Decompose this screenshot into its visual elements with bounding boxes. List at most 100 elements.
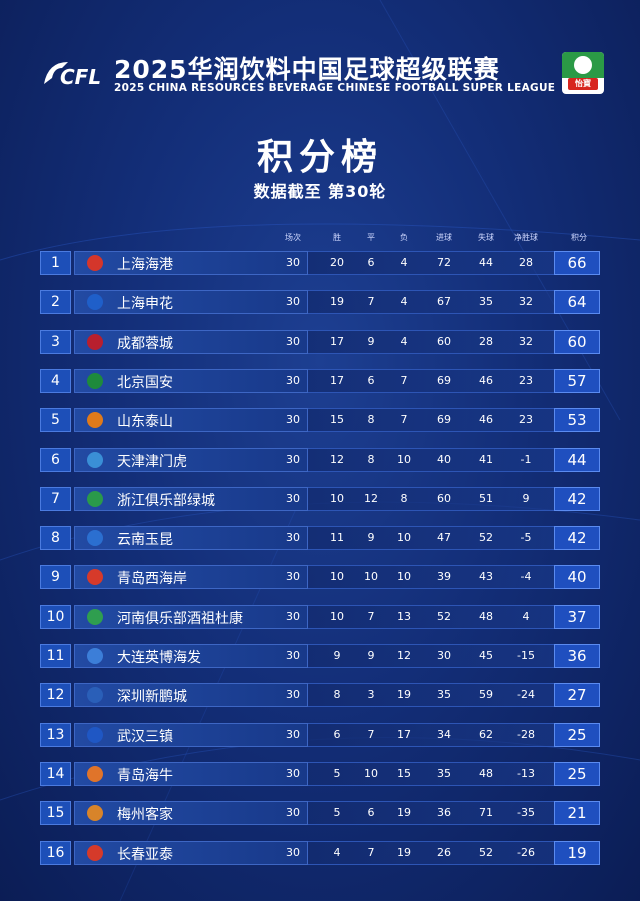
stats-bar	[268, 368, 558, 393]
stat-played: 30	[286, 570, 300, 584]
points-cell: 60	[554, 329, 600, 354]
stat-goals-against: 52	[479, 531, 493, 545]
rank-cell: 9	[40, 565, 71, 590]
team-cell: 北京国安	[74, 368, 308, 393]
team-cell: 云南玉昆	[74, 526, 308, 551]
stat-lost: 7	[400, 413, 408, 427]
club-badge-icon	[87, 333, 103, 350]
stat-won: 5	[333, 766, 341, 780]
stat-goals-against: 45	[479, 649, 493, 662]
stat-lost: 4	[400, 295, 408, 309]
col-goals-for: 进球	[436, 233, 452, 242]
table-row: 15 梅州客家 30 5 6 19 36 71 -35 21	[40, 801, 600, 826]
stat-goals-for: 35	[437, 766, 451, 780]
stat-played: 30	[286, 452, 300, 466]
team-name: 成都蓉城	[117, 335, 173, 352]
table-row: 2 上海申花 30 19 7 4 67 35 32 64	[40, 290, 600, 315]
team-cell: 青岛西海岸	[74, 565, 308, 590]
cfl-logo: CFL	[38, 54, 102, 92]
team-name: 长春亚泰	[117, 846, 173, 863]
stat-goal-diff: -13	[517, 766, 535, 780]
stat-goals-against: 48	[479, 609, 493, 623]
team-name: 北京国安	[117, 374, 173, 391]
rank-cell: 2	[40, 290, 71, 315]
stat-goals-for: 35	[437, 688, 451, 702]
stat-drawn: 7	[367, 845, 375, 859]
stat-drawn: 10	[364, 570, 378, 584]
club-badge-icon	[87, 726, 103, 743]
stats-bar	[268, 408, 558, 433]
stat-drawn: 7	[367, 609, 375, 623]
team-name: 深圳新鹏城	[117, 689, 187, 706]
club-badge-icon	[87, 451, 103, 468]
stat-played: 30	[286, 609, 300, 623]
points-cell: 21	[554, 801, 600, 826]
stat-drawn: 6	[367, 806, 375, 820]
points-cell: 57	[554, 368, 600, 393]
club-badge-icon	[87, 294, 103, 311]
stat-goals-for: 69	[437, 413, 451, 427]
stats-bar	[268, 722, 558, 747]
team-name: 上海申花	[117, 296, 173, 313]
stat-goals-for: 60	[437, 491, 451, 505]
stat-lost: 4	[400, 334, 408, 348]
stat-drawn: 8	[367, 452, 375, 466]
stat-won: 11	[330, 531, 344, 545]
header: CFL 2025华润饮料中国足球超级联赛 2025 CHINA RESOURCE…	[0, 48, 640, 108]
stat-lost: 10	[397, 570, 411, 584]
points-cell: 37	[554, 604, 600, 629]
rank-cell: 1	[40, 251, 71, 275]
stats-bar	[268, 329, 558, 354]
stat-goals-against: 46	[479, 373, 493, 387]
club-badge-icon	[87, 412, 103, 429]
stat-goals-for: 67	[437, 295, 451, 309]
stat-goal-diff: -24	[517, 688, 535, 702]
stat-goal-diff: -28	[517, 727, 535, 741]
stats-bar	[268, 447, 558, 472]
points-cell: 53	[554, 408, 600, 433]
stat-lost: 17	[397, 727, 411, 741]
stat-goal-diff: 32	[519, 334, 533, 348]
rank-cell: 7	[40, 486, 71, 511]
stat-goal-diff: -15	[517, 649, 535, 662]
rank-cell: 14	[40, 761, 71, 786]
stat-played: 30	[286, 413, 300, 427]
stat-goals-against: 41	[479, 452, 493, 466]
stat-lost: 15	[397, 766, 411, 780]
stat-goals-against: 44	[479, 256, 493, 269]
team-name: 浙江俱乐部绿城	[117, 492, 215, 509]
stat-drawn: 12	[364, 491, 378, 505]
stat-goals-for: 26	[437, 845, 451, 859]
stat-goals-against: 62	[479, 727, 493, 741]
team-name: 天津津门虎	[117, 453, 187, 470]
stat-lost: 4	[400, 256, 408, 269]
stats-bar	[268, 251, 558, 275]
standings-subtitle: 数据截至 第30轮	[253, 182, 387, 201]
club-badge-icon	[87, 608, 103, 625]
stat-goals-for: 40	[437, 452, 451, 466]
rank-cell: 8	[40, 526, 71, 551]
stat-goals-against: 46	[479, 413, 493, 427]
stat-lost: 7	[400, 373, 408, 387]
stats-bar	[268, 644, 558, 668]
stat-won: 8	[333, 688, 341, 702]
stat-played: 30	[286, 649, 300, 662]
team-name: 武汉三镇	[117, 728, 173, 745]
col-points: 积分	[571, 233, 587, 242]
stats-bar	[268, 840, 558, 865]
team-cell: 成都蓉城	[74, 329, 308, 354]
team-cell: 山东泰山	[74, 408, 308, 433]
stat-played: 30	[286, 727, 300, 741]
stat-goal-diff: 9	[522, 491, 530, 505]
table-row: 13 武汉三镇 30 6 7 17 34 62 -28 25	[40, 722, 600, 747]
stat-goal-diff: -1	[520, 452, 532, 466]
stat-goals-for: 69	[437, 373, 451, 387]
stat-goal-diff: 23	[519, 373, 533, 387]
stat-goals-against: 35	[479, 295, 493, 309]
club-badge-icon	[87, 648, 103, 664]
col-drawn: 平	[367, 233, 375, 242]
stat-lost: 19	[397, 688, 411, 702]
team-name: 云南玉昆	[117, 532, 173, 549]
table-row: 5 山东泰山 30 15 8 7 69 46 23 53	[40, 408, 600, 433]
table-row: 10 河南俱乐部酒祖杜康 30 10 7 13 52 48 4 37	[40, 604, 600, 629]
